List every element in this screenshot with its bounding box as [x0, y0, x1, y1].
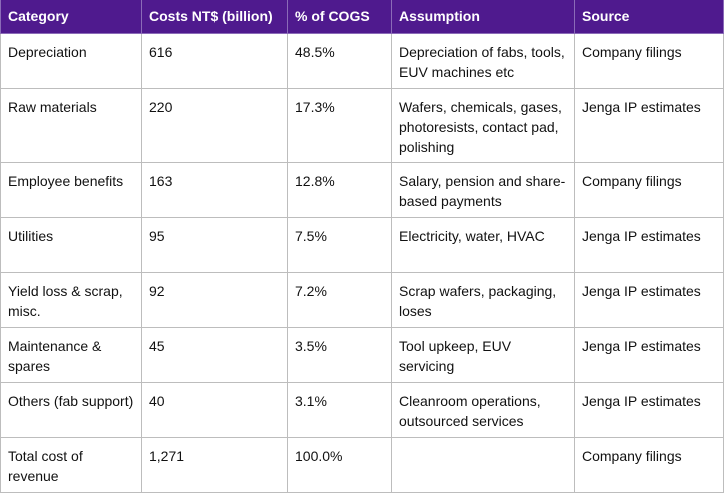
cell-category: Others (fab support): [0, 381, 142, 438]
cell-source: Company filings: [574, 161, 724, 218]
header-row: Category Costs NT$ (billion) % of COGS A…: [0, 0, 724, 34]
column-header-category: Category: [0, 0, 142, 34]
cell-source: Jenga IP estimates: [574, 87, 724, 163]
table-row: Yield loss & scrap, misc. 92 7.2% Scrap waf…: [0, 271, 724, 328]
cell-cost: 163: [141, 161, 288, 218]
table-row: Employee benefits 163 12.8% Salary, pension…: [0, 161, 724, 218]
cell-cost: 40: [141, 381, 288, 438]
cell-category: Total cost of revenue: [0, 436, 142, 493]
column-header-assumption: Assumption: [391, 0, 575, 34]
column-header-cost: Costs NT$ (billion): [141, 0, 288, 34]
cell-source: Company filings: [574, 32, 724, 89]
cell-source: Company filings: [574, 436, 724, 493]
cell-cost: 92: [141, 271, 288, 328]
cell-cost: 616: [141, 32, 288, 89]
cell-cost: 1,271: [141, 436, 288, 493]
cell-pct: 3.1%: [287, 381, 392, 438]
cell-category: Employee benefits: [0, 161, 142, 218]
cell-pct: 7.5%: [287, 216, 392, 273]
cell-cost: 95: [141, 216, 288, 273]
cell-assumption: Wafers, chemicals, gases, photoresists, …: [391, 87, 575, 163]
cell-pct: 12.8%: [287, 161, 392, 218]
cell-source: Jenga IP estimates: [574, 381, 724, 438]
cell-assumption: Depreciation of fabs, tools, EUV machine…: [391, 32, 575, 89]
cell-assumption: Salary, pension and share-based payments: [391, 161, 575, 218]
cell-assumption: [391, 436, 575, 493]
cell-category: Raw materials: [0, 87, 142, 163]
cell-assumption: Cleanroom operations, outsourced service…: [391, 381, 575, 438]
cell-source: Jenga IP estimates: [574, 326, 724, 383]
column-header-pct: % of COGS: [287, 0, 392, 34]
cell-category: Depreciation: [0, 32, 142, 89]
cell-assumption: Electricity, water, HVAC: [391, 216, 575, 273]
cell-pct: 7.2%: [287, 271, 392, 328]
cell-assumption: Scrap wafers, packaging, loses: [391, 271, 575, 328]
cell-category: Yield loss & scrap, misc.: [0, 271, 142, 328]
table-row: Total cost of revenue 1,271 100.0% Company …: [0, 436, 724, 493]
cell-source: Jenga IP estimates: [574, 271, 724, 328]
cell-cost: 45: [141, 326, 288, 383]
cell-pct: 48.5%: [287, 32, 392, 89]
table-row: Depreciation 616 48.5% Depreciation of fabs…: [0, 32, 724, 89]
cell-pct: 17.3%: [287, 87, 392, 163]
table-row: Utilities 95 7.5% Electricity, water, HVAC J…: [0, 216, 724, 273]
cell-pct: 100.0%: [287, 436, 392, 493]
cell-assumption: Tool upkeep, EUV servicing: [391, 326, 575, 383]
cell-category: Utilities: [0, 216, 142, 273]
cell-pct: 3.5%: [287, 326, 392, 383]
cell-category: Maintenance & spares: [0, 326, 142, 383]
table-row: Maintenance & spares 45 3.5% Tool upkeep, E…: [0, 326, 724, 383]
cell-source: Jenga IP estimates: [574, 216, 724, 273]
column-header-source: Source: [574, 0, 724, 34]
table-row: Others (fab support) 40 3.1% Cleanroom oper…: [0, 381, 724, 438]
cell-cost: 220: [141, 87, 288, 163]
table-row: Raw materials 220 17.3% Wafers, chemicals, …: [0, 87, 724, 163]
